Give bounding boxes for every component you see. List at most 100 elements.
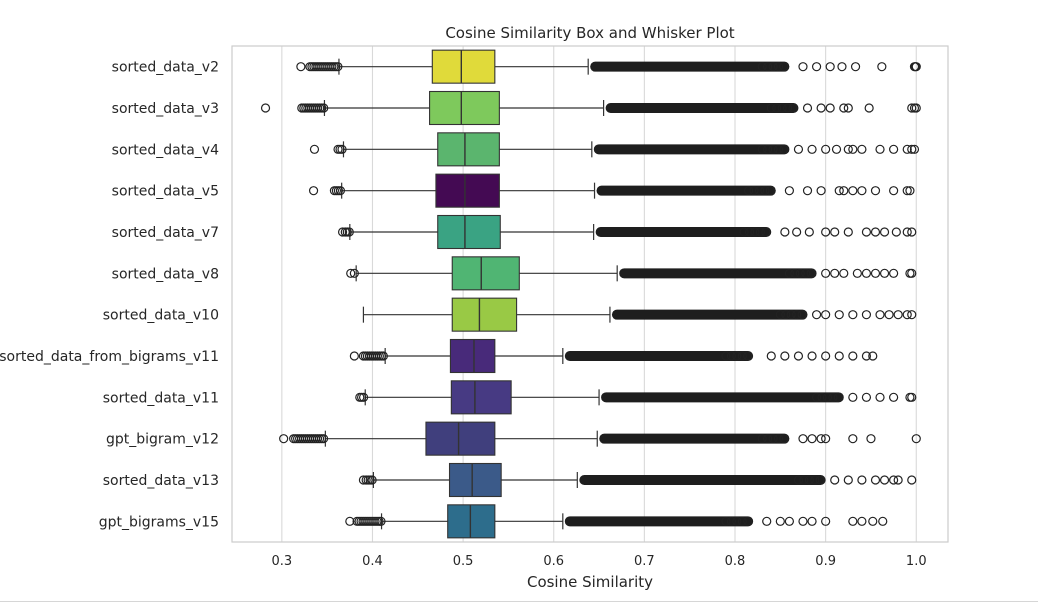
- outlier-point: [768, 434, 778, 444]
- outlier-point: [806, 268, 816, 278]
- iqr-box: [451, 297, 518, 332]
- outlier-point: [830, 268, 840, 278]
- iqr-box: [449, 338, 496, 374]
- outlier-point: [902, 186, 912, 196]
- outlier-point: [782, 103, 793, 113]
- outlier-point: [743, 516, 753, 526]
- outlier-point: [815, 475, 825, 485]
- outlier-point: [889, 144, 899, 154]
- outlier-point: [757, 434, 767, 444]
- outlier-point: [777, 103, 787, 113]
- outlier-point: [367, 475, 377, 485]
- outlier-point: [309, 144, 320, 154]
- outlier-point: [825, 62, 835, 72]
- outlier-point: [905, 268, 915, 278]
- outlier-point: [848, 186, 858, 196]
- iqr-box: [425, 421, 496, 456]
- outlier-point: [799, 475, 809, 485]
- outlier-point: [721, 516, 731, 526]
- outlier-point: [811, 62, 822, 72]
- outlier-point: [889, 475, 899, 485]
- outlier-point: [739, 227, 749, 237]
- outlier-dense-band: [601, 392, 844, 403]
- outlier-point: [772, 103, 782, 113]
- y-tick-label: sorted_data_v2: [112, 60, 219, 76]
- outlier-point: [337, 144, 347, 154]
- outlier-point: [834, 351, 844, 361]
- outlier-point: [907, 392, 917, 402]
- outlier-point: [857, 144, 867, 154]
- outlier-point: [848, 310, 858, 320]
- outlier-point: [378, 351, 388, 361]
- outlier-point: [843, 227, 853, 237]
- outlier-point: [879, 227, 890, 237]
- outlier-point: [817, 392, 827, 402]
- y-tick-label: gpt_bigram_v12: [106, 432, 219, 448]
- outlier-dense-band: [611, 309, 808, 320]
- plot-frame: [231, 45, 949, 543]
- outlier-point: [911, 103, 921, 113]
- outlier-point: [830, 227, 840, 237]
- outlier-point: [802, 103, 813, 113]
- iqr-box: [451, 256, 520, 291]
- box-sorted_data_from_bigrams_v11: [349, 338, 878, 374]
- outlier-point: [798, 434, 808, 444]
- outlier-dense-band: [595, 227, 772, 237]
- outlier-point: [864, 103, 874, 113]
- outlier-point: [779, 434, 789, 444]
- y-tick-label: sorted_data_v7: [112, 225, 219, 241]
- outlier-point: [861, 227, 872, 237]
- outlier-point: [831, 144, 842, 154]
- outlier-point: [807, 351, 817, 361]
- outlier-point: [889, 186, 899, 196]
- outlier-point: [743, 351, 753, 361]
- outlier-point: [780, 351, 790, 361]
- y-tick-label: sorted_data_v3: [112, 101, 219, 117]
- outlier-point: [337, 227, 348, 237]
- outlier-point: [857, 475, 867, 485]
- outlier-point: [318, 434, 329, 444]
- box-sorted_data_v10: [362, 297, 917, 332]
- outlier-point: [911, 434, 921, 444]
- outlier-point: [879, 268, 890, 278]
- outlier-point: [798, 62, 808, 72]
- outlier-point: [721, 351, 731, 361]
- outlier-point: [821, 227, 831, 237]
- outlier-point: [762, 516, 772, 526]
- outlier-point: [773, 434, 784, 444]
- outlier-point: [822, 392, 833, 402]
- outlier-dense-band: [593, 144, 790, 155]
- outlier-point: [811, 310, 822, 320]
- outlier-point: [848, 434, 858, 444]
- outlier-point: [811, 392, 822, 402]
- outlier-dense-band: [605, 103, 799, 113]
- outlier-point: [732, 351, 742, 361]
- outlier-point: [907, 268, 917, 278]
- y-tick-labels: sorted_data_v2 sorted_data_v3 sorted_data_…: [0, 60, 219, 531]
- outlier-point: [344, 227, 354, 237]
- box-sorted_data_v7: [337, 214, 917, 250]
- outlier-point: [907, 310, 917, 320]
- outlier-point: [766, 103, 776, 113]
- outlier-point: [779, 62, 789, 72]
- outlier-point: [848, 392, 858, 402]
- box-sorted_data_v13: [358, 462, 917, 498]
- y-tick-label: sorted_data_v10: [103, 308, 219, 324]
- x-tick-label: 0.3: [272, 554, 293, 569]
- outlier-point: [797, 310, 807, 320]
- outlier-point: [296, 62, 306, 72]
- outlier-point: [825, 103, 835, 113]
- outlier-point: [349, 268, 359, 278]
- outlier-point: [775, 310, 785, 320]
- x-tick-label: 0.6: [543, 554, 564, 569]
- outlier-point: [868, 516, 878, 526]
- outlier-point: [837, 62, 847, 72]
- outlier-point: [843, 144, 853, 154]
- outlier-point: [828, 392, 838, 402]
- outlier-point: [788, 103, 798, 113]
- outlier-point: [907, 144, 917, 154]
- outlier-dense-band: [590, 61, 790, 72]
- outlier-point: [804, 227, 814, 237]
- outlier-point: [902, 310, 912, 320]
- outlier-point: [763, 144, 773, 154]
